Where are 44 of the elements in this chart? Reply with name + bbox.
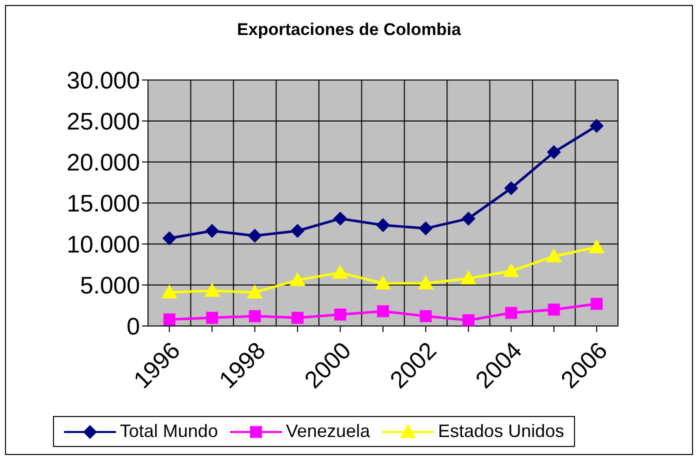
point (462, 314, 474, 326)
point (292, 312, 304, 324)
point (460, 270, 476, 284)
point (418, 221, 433, 236)
y-tick-label: 5.000 (80, 272, 140, 300)
point (205, 224, 220, 238)
point (163, 313, 176, 326)
point (290, 272, 306, 286)
y-tick-label: 20.000 (66, 150, 140, 177)
point (418, 275, 434, 290)
point (332, 264, 348, 279)
point (546, 145, 561, 160)
point (503, 263, 520, 278)
point (590, 298, 603, 310)
point (505, 306, 518, 319)
y-tick-label: 30.000 (66, 68, 140, 95)
point (375, 275, 391, 290)
point (590, 118, 604, 133)
legend-label: Estados Unidos (438, 421, 564, 442)
point (504, 181, 518, 196)
point (546, 248, 562, 262)
point (548, 304, 560, 316)
point (248, 228, 262, 243)
legend-label: Venezuela (286, 421, 370, 442)
point (377, 305, 389, 318)
point (206, 312, 218, 324)
point (588, 239, 605, 254)
point (161, 284, 178, 298)
point (162, 231, 176, 246)
point (248, 310, 261, 322)
chart-title: Exportaciones de Colombia (236, 20, 462, 40)
y-tick-label: 0 (126, 314, 140, 341)
legend-label: Total Mundo (120, 421, 218, 442)
point (333, 212, 348, 226)
point (290, 224, 305, 238)
y-tick-label: 25.000 (66, 108, 140, 136)
point (461, 212, 476, 226)
point (334, 308, 346, 321)
y-tick-label: 15.000 (66, 190, 140, 218)
point (420, 310, 432, 322)
point (376, 218, 390, 232)
point (204, 282, 220, 297)
y-tick-label: 10.000 (66, 232, 140, 259)
point (246, 284, 263, 298)
